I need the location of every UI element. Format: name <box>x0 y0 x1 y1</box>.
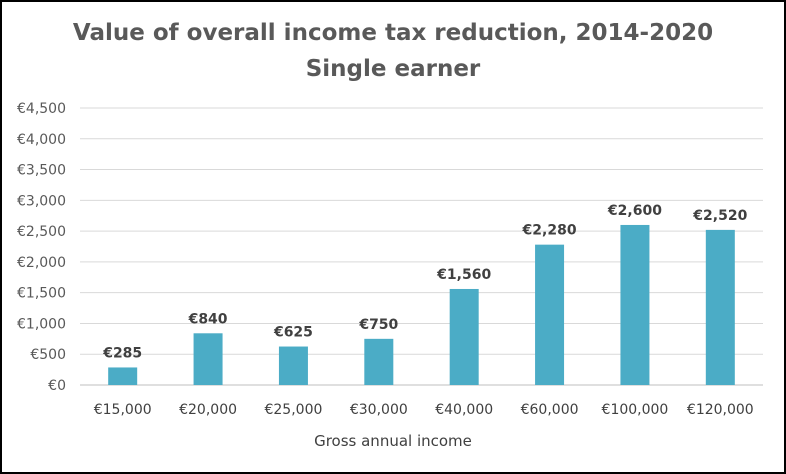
bar <box>705 229 735 385</box>
data-label: €2,600 <box>607 203 662 219</box>
bar <box>193 333 223 385</box>
data-label: €1,560 <box>436 267 491 283</box>
data-label: €2,280 <box>522 223 577 239</box>
data-label: €750 <box>358 317 398 333</box>
y-tick-label: €4,000 <box>17 132 66 148</box>
data-label: €625 <box>273 325 313 341</box>
data-label: €285 <box>102 345 142 361</box>
x-tick-label: €30,000 <box>350 402 408 418</box>
x-tick-label: €60,000 <box>521 402 579 418</box>
bar <box>449 288 479 385</box>
y-tick-label: €500 <box>30 347 66 363</box>
chart-title: Value of overall income tax reduction, 2… <box>72 20 714 46</box>
x-tick-label: €25,000 <box>264 402 322 418</box>
y-tick-label: €3,000 <box>17 193 66 209</box>
y-tick-label: €0 <box>48 378 66 394</box>
y-tick-label: €1,500 <box>17 286 66 302</box>
x-tick-label: €100,000 <box>602 402 669 418</box>
y-tick-label: €2,000 <box>17 255 66 271</box>
y-tick-label: €1,000 <box>17 316 66 332</box>
x-tick-label: €120,000 <box>687 402 754 418</box>
x-axis-title: Gross annual income <box>314 432 472 450</box>
x-tick-label: €20,000 <box>179 402 237 418</box>
chart-subtitle: Single earner <box>305 56 481 82</box>
y-tick-label: €2,500 <box>17 224 66 240</box>
y-tick-label: €3,500 <box>17 163 66 179</box>
data-label: €840 <box>188 311 228 327</box>
data-label: €2,520 <box>692 208 747 224</box>
bar <box>278 346 308 385</box>
bar <box>364 338 394 385</box>
bar <box>108 367 138 385</box>
bar <box>535 244 565 385</box>
bar <box>620 224 650 385</box>
x-tick-label: €15,000 <box>94 402 152 418</box>
y-tick-label: €4,500 <box>17 101 66 117</box>
x-tick-label: €40,000 <box>435 402 493 418</box>
